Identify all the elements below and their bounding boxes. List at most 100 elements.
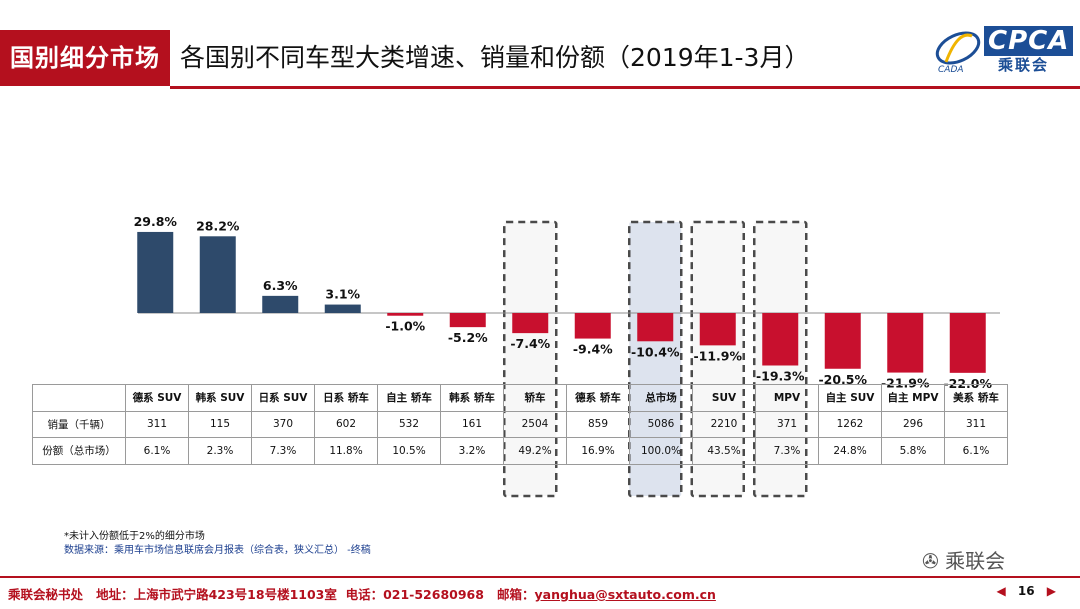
cpca-logo-cn: 乘联会	[998, 56, 1050, 74]
table-cell: 49.2%	[503, 437, 567, 465]
table-cell: 3.2%	[440, 437, 504, 465]
category-label: SUV	[692, 384, 756, 412]
bar	[324, 304, 361, 313]
category-label: 自主 轿车	[377, 384, 441, 412]
table-header-row: 德系 SUV 韩系 SUV 日系 SUV 日系 轿车 自主 轿车 韩系 轿车 轿车 德系 轿车…	[32, 384, 1008, 412]
note-share: *未计入份额低于2%的细分市场	[64, 531, 205, 542]
table-cell: 371	[755, 410, 819, 438]
footer-addr: 地址：上海市武宁路423号18号楼1103室	[96, 587, 337, 602]
next-page-icon[interactable]: ▶	[1046, 584, 1056, 598]
data-label: 6.3%	[263, 278, 298, 293]
note-source: 数据来源：乘用车市场信息联席会月报表（综合表，狭义汇总） -终稿	[64, 545, 371, 556]
table-cell: 16.9%	[566, 437, 630, 465]
category-label: 美系 轿车	[944, 384, 1008, 412]
data-label: 29.8%	[134, 214, 178, 229]
table-cell: 6.1%	[125, 437, 189, 465]
table-cell: 6.1%	[944, 437, 1008, 465]
footer-email-label: 邮箱：	[497, 587, 535, 602]
bar	[199, 236, 236, 313]
table-cell: 10.5%	[377, 437, 441, 465]
bar	[637, 313, 674, 342]
bar	[387, 313, 424, 316]
table-cell: 115	[188, 410, 252, 438]
table-cell: 2504	[503, 410, 567, 438]
table-cell: 5086	[629, 410, 693, 438]
bar	[262, 295, 299, 313]
page-title: 各国别不同车型大类增速、销量和份额（2019年1-3月）	[180, 43, 810, 72]
footer-address: 乘联会秘书处 地址：上海市武宁路423号18号楼1103室 电话：021-526…	[8, 584, 716, 603]
watermark-text: 乘联会	[945, 549, 1006, 573]
data-label: 28.2%	[196, 218, 240, 233]
footer-org: 乘联会秘书处	[8, 587, 84, 602]
cpca-logo: CADA CPCA 乘联会	[932, 22, 1074, 76]
bar	[574, 313, 611, 339]
data-label: -1.0%	[385, 319, 425, 334]
table-cell: 532	[377, 410, 441, 438]
table-cell: 161	[440, 410, 504, 438]
bar	[699, 313, 736, 346]
category-label: 轿车	[503, 384, 567, 412]
header-rule	[170, 86, 1080, 89]
category-label: 韩系 SUV	[188, 384, 252, 412]
data-label: -7.4%	[510, 336, 550, 351]
wechat-icon: ✇	[922, 549, 939, 573]
table-row: 销量（千辆） 311 115 370 602 532 161 2504 859 5086 2210 3…	[32, 410, 1008, 438]
table-cell: 296	[881, 410, 945, 438]
bar	[512, 313, 549, 334]
category-label: 日系 轿车	[314, 384, 378, 412]
table-cell: 1262	[818, 410, 882, 438]
header: 国别细分市场 各国别不同车型大类增速、销量和份额（2019年1-3月） CADA…	[0, 0, 1080, 90]
bar	[762, 313, 799, 366]
row-label: 销量（千辆）	[32, 410, 126, 438]
cpca-emblem-icon: CADA	[935, 31, 981, 75]
table-cell: 43.5%	[692, 437, 756, 465]
data-label: -11.9%	[693, 348, 742, 363]
table-cell: 24.8%	[818, 437, 882, 465]
table-cell: 7.3%	[251, 437, 315, 465]
footer: 乘联会秘书处 地址：上海市武宁路423号18号楼1103室 电话：021-526…	[0, 576, 1080, 609]
table-row: 份额（总市场） 6.1% 2.3% 7.3% 11.8% 10.5% 3.2% 49.2% 16…	[32, 437, 1008, 465]
table-cell: 311	[125, 410, 189, 438]
category-label: 日系 SUV	[251, 384, 315, 412]
table-cell: 5.8%	[881, 437, 945, 465]
footer-email-link[interactable]: yanghua@sxtauto.com.cn	[534, 587, 716, 602]
category-label: 韩系 轿车	[440, 384, 504, 412]
category-label: 德系 轿车	[566, 384, 630, 412]
table-cell: 2.3%	[188, 437, 252, 465]
page-number: 16	[1017, 584, 1035, 598]
data-table: 德系 SUV 韩系 SUV 日系 SUV 日系 轿车 自主 轿车 韩系 轿车 轿车 德系 轿车…	[32, 384, 1008, 465]
row-label: 份额（总市场）	[32, 437, 126, 465]
table-cell: 2210	[692, 410, 756, 438]
category-label: MPV	[755, 384, 819, 412]
pager: ◀ 16 ▶	[996, 584, 1056, 598]
table-cell: 11.8%	[314, 437, 378, 465]
data-label: -10.4%	[631, 344, 680, 359]
bar	[449, 313, 486, 328]
svg-text:CADA: CADA	[938, 65, 964, 75]
section-tab: 国别细分市场	[0, 30, 170, 86]
wechat-watermark: ✇ 乘联会	[922, 545, 1005, 574]
prev-page-icon[interactable]: ◀	[996, 584, 1006, 598]
table-cell: 7.3%	[755, 437, 819, 465]
table-cell: 602	[314, 410, 378, 438]
data-label: -5.2%	[448, 330, 488, 345]
category-label: 自主 SUV	[818, 384, 882, 412]
category-label: 总市场	[629, 384, 693, 412]
data-label: -9.4%	[573, 342, 613, 357]
table-cell: 311	[944, 410, 1008, 438]
cpca-logo-text: CPCA	[984, 26, 1074, 56]
footer-phone: 电话：021-52680968	[345, 587, 484, 602]
data-label: 3.1%	[325, 287, 360, 302]
notes: *未计入份额低于2%的细分市场 数据来源：乘用车市场信息联席会月报表（综合表，狭…	[64, 530, 371, 558]
category-label: 德系 SUV	[125, 384, 189, 412]
table-cell: 370	[251, 410, 315, 438]
bar	[887, 313, 924, 373]
table-cell: 100.0%	[629, 437, 693, 465]
data-label: -20.5%	[818, 372, 867, 387]
table-cell: 859	[566, 410, 630, 438]
bar	[949, 313, 986, 373]
category-label: 自主 MPV	[881, 384, 945, 412]
data-label: -19.3%	[756, 368, 805, 383]
bar	[824, 313, 861, 369]
bar	[137, 231, 174, 313]
